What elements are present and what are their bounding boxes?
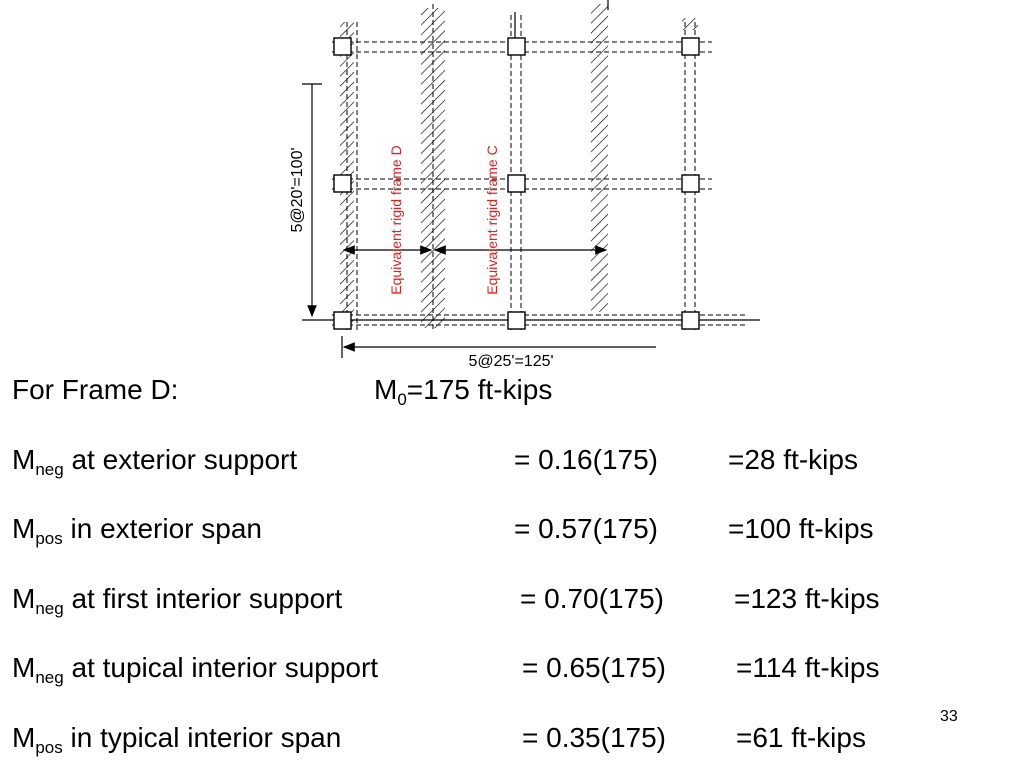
moment-expression: = 0.65(175) xyxy=(522,652,666,683)
moment-result: =28 ft-kips xyxy=(728,444,858,475)
columns xyxy=(333,37,700,330)
moment-subscript: neg xyxy=(35,460,64,479)
m0-value: =175 ft-kips xyxy=(406,374,553,405)
vertical-dimension-line xyxy=(302,83,322,318)
moment-row: Mneg at first interior support = 0.70(17… xyxy=(12,583,1012,617)
horizontal-dimension-line xyxy=(341,336,656,358)
moment-expression: = 0.16(175) xyxy=(514,444,658,475)
moment-subscript: pos xyxy=(35,738,63,757)
moment-description: in typical interior span xyxy=(70,722,342,753)
moment-description: at tupical interior support xyxy=(71,652,379,683)
moment-result: =114 ft-kips xyxy=(736,652,880,683)
moment-subscript: pos xyxy=(35,529,63,548)
moment-expression: = 0.70(175) xyxy=(520,583,664,614)
moment-symbol: M xyxy=(12,583,36,614)
frame-c-label: Equivalent rigid frame C xyxy=(484,145,500,294)
moment-row: Mpos in exterior span = 0.57(175) =100 f… xyxy=(12,513,1012,547)
moment-row: Mneg at tupical interior support = 0.65(… xyxy=(12,652,1012,686)
moment-subscript: neg xyxy=(35,668,64,687)
m0-expression: M0=175 ft-kips xyxy=(374,374,553,409)
frame-d-heading: For Frame D: M0=175 ft-kips xyxy=(12,374,1012,408)
frame-d-label: Equivalent rigid frame D xyxy=(388,145,404,294)
moment-expression: = 0.57(175) xyxy=(514,513,658,544)
page-number: 33 xyxy=(940,708,958,725)
moment-description: at exterior support xyxy=(71,444,298,475)
moment-row: Mpos in typical interior span = 0.35(175… xyxy=(12,722,1012,756)
moment-subscript: neg xyxy=(35,599,64,618)
moment-result: =100 ft-kips xyxy=(728,513,874,544)
floor-plan-diagram: 5@20'=100' 5@25'=125' Equivalent rigid f… xyxy=(289,0,760,370)
moment-description: at first interior support xyxy=(71,583,343,614)
moment-result: =123 ft-kips xyxy=(734,583,880,614)
moment-result: =61 ft-kips xyxy=(736,722,866,753)
frame-d-label-text: For Frame D: xyxy=(12,374,179,405)
moment-symbol: M xyxy=(12,444,36,475)
moment-expression: = 0.35(175) xyxy=(522,722,666,753)
moment-symbol: M xyxy=(12,652,36,683)
vertical-dimension-label: 5@20'=100' xyxy=(289,147,306,232)
horizontal-dimension-label: 5@25'=125' xyxy=(468,353,553,370)
moment-row: Mneg at exterior support = 0.16(175) =28… xyxy=(12,444,1012,478)
moment-symbol: M xyxy=(12,722,36,753)
m0-symbol: M xyxy=(374,374,398,405)
moment-symbol: M xyxy=(12,513,36,544)
m0-subscript: 0 xyxy=(397,390,407,409)
moment-description: in exterior span xyxy=(70,513,262,544)
